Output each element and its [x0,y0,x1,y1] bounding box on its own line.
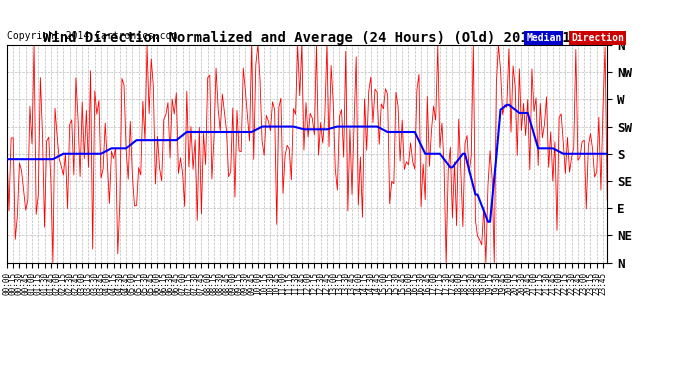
Title: Wind Direction Normalized and Average (24 Hours) (Old) 20140601: Wind Direction Normalized and Average (2… [43,31,571,45]
Text: Copyright 2014 Cartronics.com: Copyright 2014 Cartronics.com [7,32,177,41]
Text: Direction: Direction [571,33,624,43]
Text: Median: Median [526,33,562,43]
